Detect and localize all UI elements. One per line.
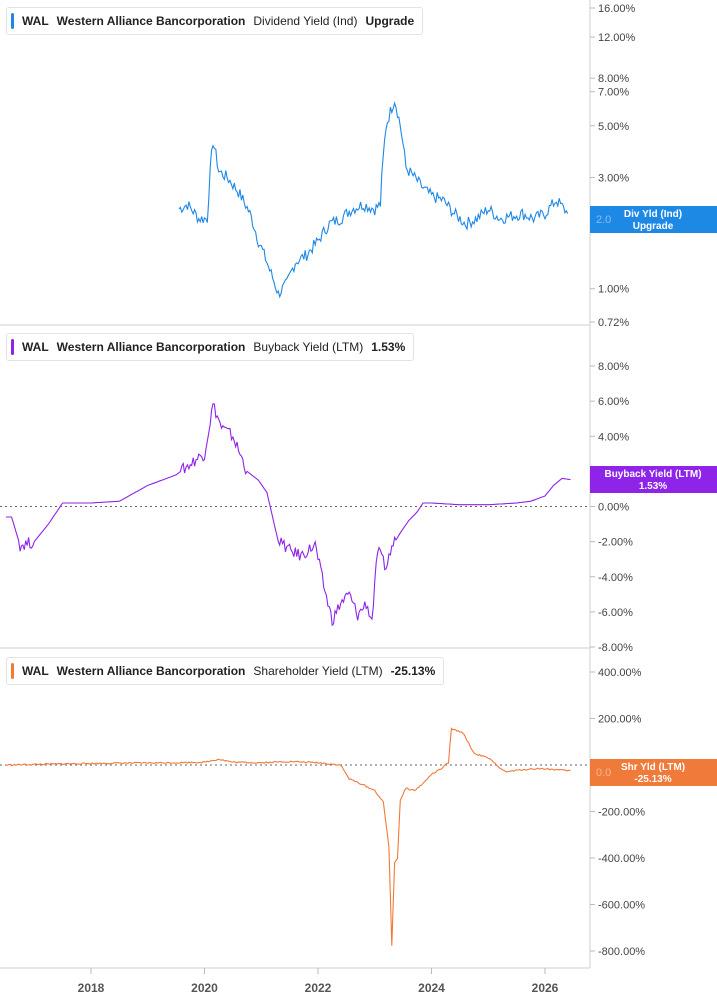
legend-metric: Dividend Yield (Ind) bbox=[253, 14, 358, 28]
y-tick-label: 4.00% bbox=[598, 431, 629, 443]
legend-ticker: WAL bbox=[22, 340, 49, 354]
y-tick-label: -6.00% bbox=[598, 607, 633, 619]
legend-color-buyback bbox=[11, 339, 14, 355]
series-line bbox=[178, 101, 569, 299]
value-tag-underlay: 2.0 bbox=[596, 214, 611, 226]
x-tick-label: 2026 bbox=[532, 981, 559, 995]
x-axis: 2018 2020 2022 2024 2026 bbox=[78, 968, 559, 995]
panel-1: 16.00% 12.00% 8.00% 7.00% 5.00% 3.00% 1.00% 0.7… bbox=[178, 3, 717, 329]
y-tick-label: 200.00% bbox=[598, 714, 642, 726]
legend-metric: Buyback Yield (LTM) bbox=[253, 340, 364, 354]
legend-company: Western Alliance Bancorporation bbox=[56, 664, 246, 678]
value-tag bbox=[590, 466, 717, 493]
legend-color-dividend bbox=[11, 13, 14, 29]
value-tag-title: Div Yld (Ind) bbox=[624, 209, 682, 220]
panels-layer: 16.00% 12.00% 8.00% 7.00% 5.00% 3.00% 1.00% 0.7… bbox=[0, 3, 717, 958]
y-tick-label: -8.00% bbox=[598, 642, 633, 654]
y-tick-label: -600.00% bbox=[598, 900, 645, 912]
y-tick-label: -2.00% bbox=[598, 537, 633, 549]
value-tag-value: Upgrade bbox=[633, 221, 674, 232]
y-tick-label: 5.00% bbox=[598, 121, 629, 133]
series-line bbox=[5, 727, 571, 946]
y-tick-label: -4.00% bbox=[598, 572, 633, 584]
legend-buyback[interactable]: WAL Western Alliance Bancorporation Buyb… bbox=[6, 333, 415, 361]
legend-value: -25.13% bbox=[390, 664, 436, 678]
y-tick-label: -800.00% bbox=[598, 946, 645, 958]
legend-value: 1.53% bbox=[371, 340, 406, 354]
legend-metric: Shareholder Yield (LTM) bbox=[253, 664, 383, 678]
legend-value: Upgrade bbox=[365, 14, 415, 28]
legend-color-shareholder bbox=[11, 663, 14, 679]
x-tick-label: 2024 bbox=[418, 981, 445, 995]
panel-3: 400.00%200.00%0.00%-200.00%-400.00%-600.… bbox=[0, 667, 717, 958]
legend-company: Western Alliance Bancorporation bbox=[56, 340, 246, 354]
y-tick-label: 16.00% bbox=[598, 3, 636, 15]
y-tick-label: 0.00% bbox=[598, 502, 629, 514]
legend-dividend[interactable]: WAL Western Alliance Bancorporation Divi… bbox=[6, 7, 424, 35]
legend-ticker: WAL bbox=[22, 664, 49, 678]
y-tick-label: -400.00% bbox=[598, 853, 645, 865]
value-tag-underlay: 0.0 bbox=[596, 767, 611, 779]
value-tag-value: -25.13% bbox=[634, 774, 671, 785]
value-tag-title: Shr Yld (LTM) bbox=[621, 762, 685, 773]
legend-company: Western Alliance Bancorporation bbox=[56, 14, 246, 28]
panel-dividers bbox=[0, 0, 591, 969]
y-tick-label: 7.00% bbox=[598, 87, 629, 99]
x-tick-label: 2022 bbox=[305, 981, 332, 995]
x-tick-label: 2018 bbox=[78, 981, 105, 995]
value-tag-title: Buyback Yield (LTM) bbox=[604, 469, 701, 480]
y-tick-label: 1.00% bbox=[598, 284, 629, 296]
y-tick-label: 12.00% bbox=[598, 32, 636, 44]
y-tick-label: 0.72% bbox=[598, 317, 629, 329]
legend-shareholder[interactable]: WAL Western Alliance Bancorporation Shar… bbox=[6, 657, 445, 685]
y-tick-label: 6.00% bbox=[598, 396, 629, 408]
x-tick-label: 2020 bbox=[191, 981, 218, 995]
y-tick-label: 8.00% bbox=[598, 73, 629, 85]
panel-2: 8.00%6.00%4.00%2.00%0.00%-2.00%-4.00%-6.… bbox=[0, 361, 717, 654]
legend-ticker: WAL bbox=[22, 14, 49, 28]
value-tag bbox=[590, 759, 717, 786]
y-tick-label: 8.00% bbox=[598, 361, 629, 373]
value-tag bbox=[590, 206, 717, 233]
y-tick-label: -200.00% bbox=[598, 807, 645, 819]
series-line bbox=[5, 403, 571, 627]
y-tick-label: 3.00% bbox=[598, 172, 629, 184]
y-tick-label: 400.00% bbox=[598, 667, 642, 679]
value-tag-value: 1.53% bbox=[639, 481, 667, 492]
